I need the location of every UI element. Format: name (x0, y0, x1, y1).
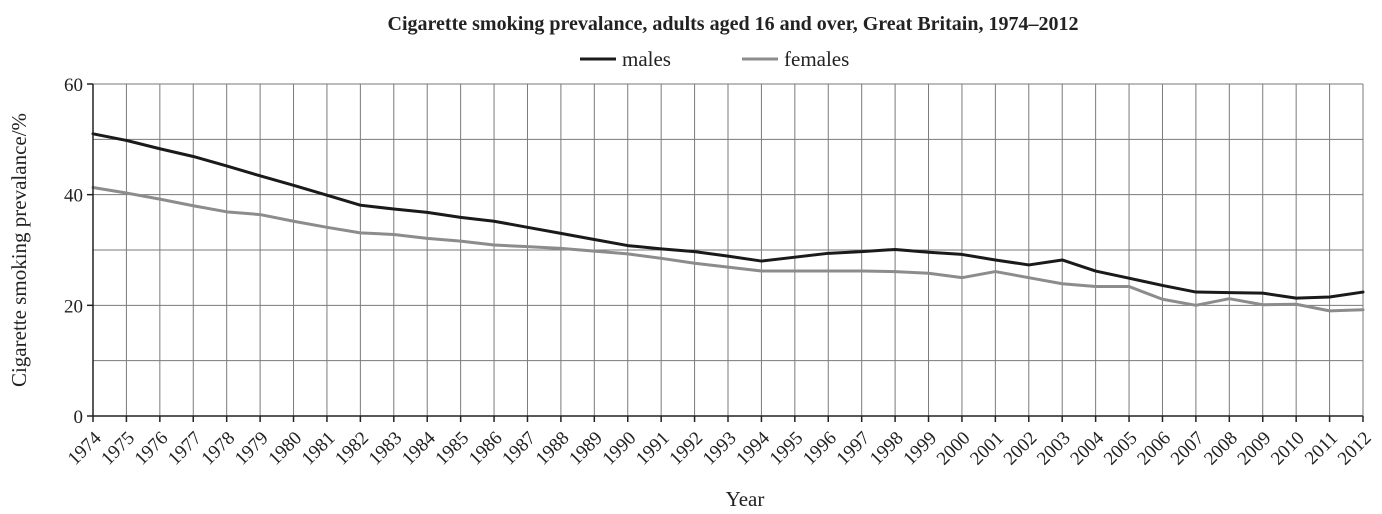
gridlines (92, 83, 1364, 417)
x-tick-label: 1978 (198, 428, 240, 470)
y-tick-label: 60 (64, 75, 83, 96)
x-tick-label: 1992 (665, 428, 707, 470)
y-tick-label: 40 (64, 186, 83, 207)
x-tick-label: 1977 (164, 428, 206, 470)
x-tick-label: 2009 (1234, 428, 1276, 470)
x-tick-label: 1988 (532, 428, 574, 470)
x-tick-label: 1990 (599, 428, 641, 470)
x-tick-label: 2011 (1301, 428, 1342, 469)
x-tick-label: 1995 (766, 428, 808, 470)
x-tick-label: 2000 (933, 428, 975, 470)
x-tick-label: 1997 (833, 428, 875, 470)
x-axis-title: Year (726, 487, 765, 511)
x-tick-label: 1999 (899, 428, 941, 470)
x-tick-label: 1985 (431, 428, 473, 470)
x-tick-label: 2008 (1200, 428, 1242, 470)
x-tick-label: 1996 (799, 428, 841, 470)
y-tick-labels: 0 20 40 60 (64, 75, 83, 428)
x-tick-label: 1975 (97, 428, 139, 470)
x-tick-label: 2006 (1133, 428, 1175, 470)
x-tick-label: 1998 (866, 428, 908, 470)
axes (87, 83, 1364, 422)
y-tick-label: 0 (74, 407, 84, 428)
legend: males females (580, 47, 849, 71)
y-axis-title: Cigarette smoking prevalance/% (7, 113, 31, 387)
x-tick-label: 2002 (1000, 428, 1042, 470)
series-line-males (91, 132, 1365, 300)
x-tick-label: 2012 (1334, 428, 1376, 470)
x-tick-label: 1976 (131, 428, 173, 470)
x-tick-label: 1974 (64, 427, 106, 469)
x-tick-label: 2004 (1066, 427, 1108, 469)
x-tick-label: 1987 (498, 428, 540, 470)
x-tick-labels: 1974197519761977197819791980198119821983… (64, 427, 1376, 469)
x-tick-label: 2005 (1100, 428, 1142, 470)
series-lines (91, 132, 1365, 313)
x-tick-label: 1994 (732, 427, 774, 469)
y-tick-label: 20 (64, 296, 83, 317)
x-tick-label: 1982 (331, 428, 373, 470)
x-tick-label: 2010 (1267, 428, 1309, 470)
x-tick-label: 1979 (231, 428, 273, 470)
x-tick-label: 1984 (398, 427, 440, 469)
x-tick-label: 2007 (1167, 428, 1209, 470)
chart-title: Cigarette smoking prevalance, adults age… (388, 13, 1079, 35)
x-tick-label: 1993 (699, 428, 741, 470)
legend-label-females: females (784, 47, 849, 71)
series-line-females (91, 185, 1365, 313)
x-tick-label: 1989 (565, 428, 607, 470)
x-tick-label: 2003 (1033, 428, 1075, 470)
legend-label-males: males (622, 47, 671, 71)
x-tick-label: 1991 (632, 428, 674, 470)
x-tick-label: 1986 (465, 428, 507, 470)
x-tick-label: 1980 (264, 428, 306, 470)
x-tick-label: 2001 (966, 428, 1008, 470)
x-tick-label: 1983 (365, 428, 407, 470)
x-tick-label: 1981 (298, 428, 340, 470)
